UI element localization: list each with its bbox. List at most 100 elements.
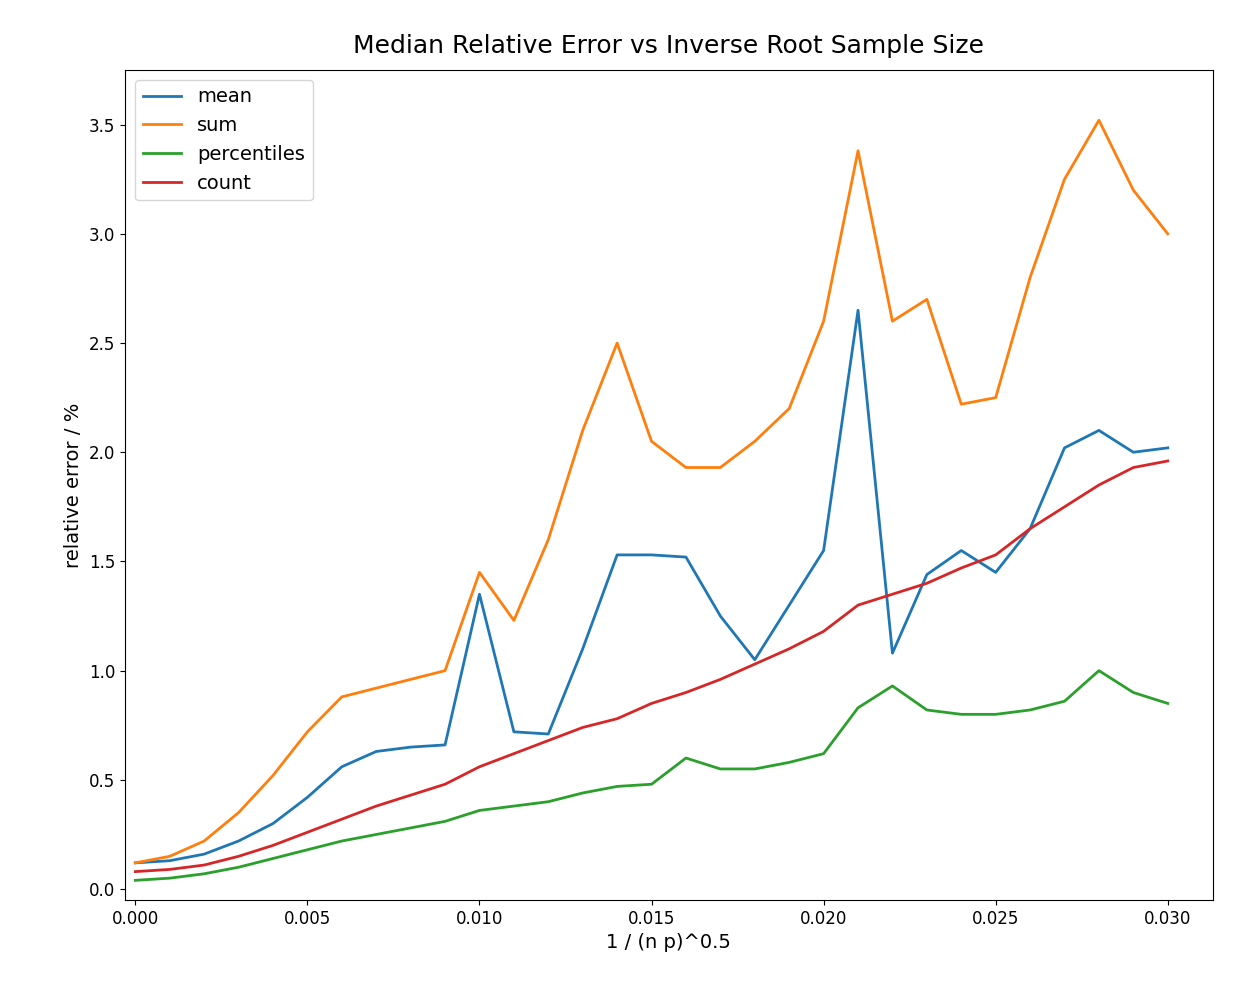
mean: [885, 647, 900, 659]
mean: [781, 599, 796, 611]
percentiles: [644, 778, 659, 790]
sum: [369, 682, 384, 694]
sum: [1126, 184, 1141, 196]
count: [162, 863, 177, 875]
sum: [919, 293, 934, 305]
percentiles: [334, 835, 349, 847]
sum: [850, 145, 865, 157]
percentiles: [472, 804, 488, 816]
mean: [816, 545, 831, 557]
sum: [196, 835, 211, 847]
percentiles: [300, 844, 315, 856]
Legend: mean, sum, percentiles, count: mean, sum, percentiles, count: [135, 80, 312, 200]
count: [438, 778, 452, 790]
mean: [1058, 442, 1072, 454]
mean: [541, 728, 556, 740]
percentiles: [1160, 697, 1175, 709]
sum: [265, 770, 280, 782]
percentiles: [575, 787, 590, 799]
sum: [1058, 173, 1072, 185]
sum: [712, 462, 727, 474]
percentiles: [816, 748, 831, 760]
mean: [575, 643, 590, 655]
count: [885, 588, 900, 600]
mean: [954, 545, 969, 557]
mean: [472, 588, 488, 600]
percentiles: [919, 704, 934, 716]
sum: [1091, 114, 1106, 126]
mean: [919, 569, 934, 581]
sum: [162, 850, 177, 862]
Line: sum: sum: [135, 120, 1168, 863]
count: [541, 735, 556, 747]
sum: [954, 398, 969, 410]
count: [781, 643, 796, 655]
mean: [610, 549, 625, 561]
mean: [989, 566, 1004, 578]
sum: [816, 315, 831, 327]
percentiles: [1126, 687, 1141, 699]
count: [1126, 462, 1141, 474]
sum: [610, 337, 625, 349]
mean: [369, 745, 384, 757]
mean: [438, 739, 452, 751]
percentiles: [541, 796, 556, 808]
sum: [885, 315, 900, 327]
mean: [265, 818, 280, 830]
Line: count: count: [135, 461, 1168, 872]
Y-axis label: relative error / %: relative error / %: [64, 402, 84, 568]
mean: [404, 741, 419, 753]
percentiles: [712, 763, 727, 775]
mean: [850, 304, 865, 316]
percentiles: [610, 780, 625, 792]
count: [300, 826, 315, 838]
percentiles: [1091, 665, 1106, 677]
count: [679, 687, 694, 699]
count: [850, 599, 865, 611]
count: [954, 562, 969, 574]
count: [196, 859, 211, 871]
count: [644, 697, 659, 709]
mean: [644, 549, 659, 561]
count: [575, 721, 590, 733]
percentiles: [781, 756, 796, 768]
sum: [127, 857, 142, 869]
mean: [712, 610, 727, 622]
sum: [1160, 228, 1175, 240]
mean: [196, 848, 211, 860]
percentiles: [850, 702, 865, 714]
percentiles: [127, 874, 142, 886]
sum: [334, 691, 349, 703]
sum: [989, 392, 1004, 404]
count: [1091, 479, 1106, 491]
mean: [231, 835, 246, 847]
percentiles: [989, 708, 1004, 720]
count: [334, 813, 349, 825]
percentiles: [404, 822, 419, 834]
count: [369, 800, 384, 812]
mean: [127, 857, 142, 869]
sum: [575, 424, 590, 436]
sum: [300, 726, 315, 738]
percentiles: [748, 763, 762, 775]
count: [610, 713, 625, 725]
mean: [1022, 523, 1038, 535]
count: [989, 549, 1004, 561]
percentiles: [1058, 695, 1072, 707]
mean: [1091, 424, 1106, 436]
percentiles: [885, 680, 900, 692]
percentiles: [196, 868, 211, 880]
percentiles: [954, 708, 969, 720]
percentiles: [369, 828, 384, 840]
count: [919, 577, 934, 589]
percentiles: [1022, 704, 1038, 716]
count: [231, 850, 246, 862]
mean: [300, 791, 315, 803]
Line: percentiles: percentiles: [135, 671, 1168, 880]
count: [712, 673, 727, 685]
sum: [506, 614, 521, 626]
sum: [541, 534, 556, 546]
sum: [404, 673, 419, 685]
sum: [231, 807, 246, 819]
sum: [679, 462, 694, 474]
